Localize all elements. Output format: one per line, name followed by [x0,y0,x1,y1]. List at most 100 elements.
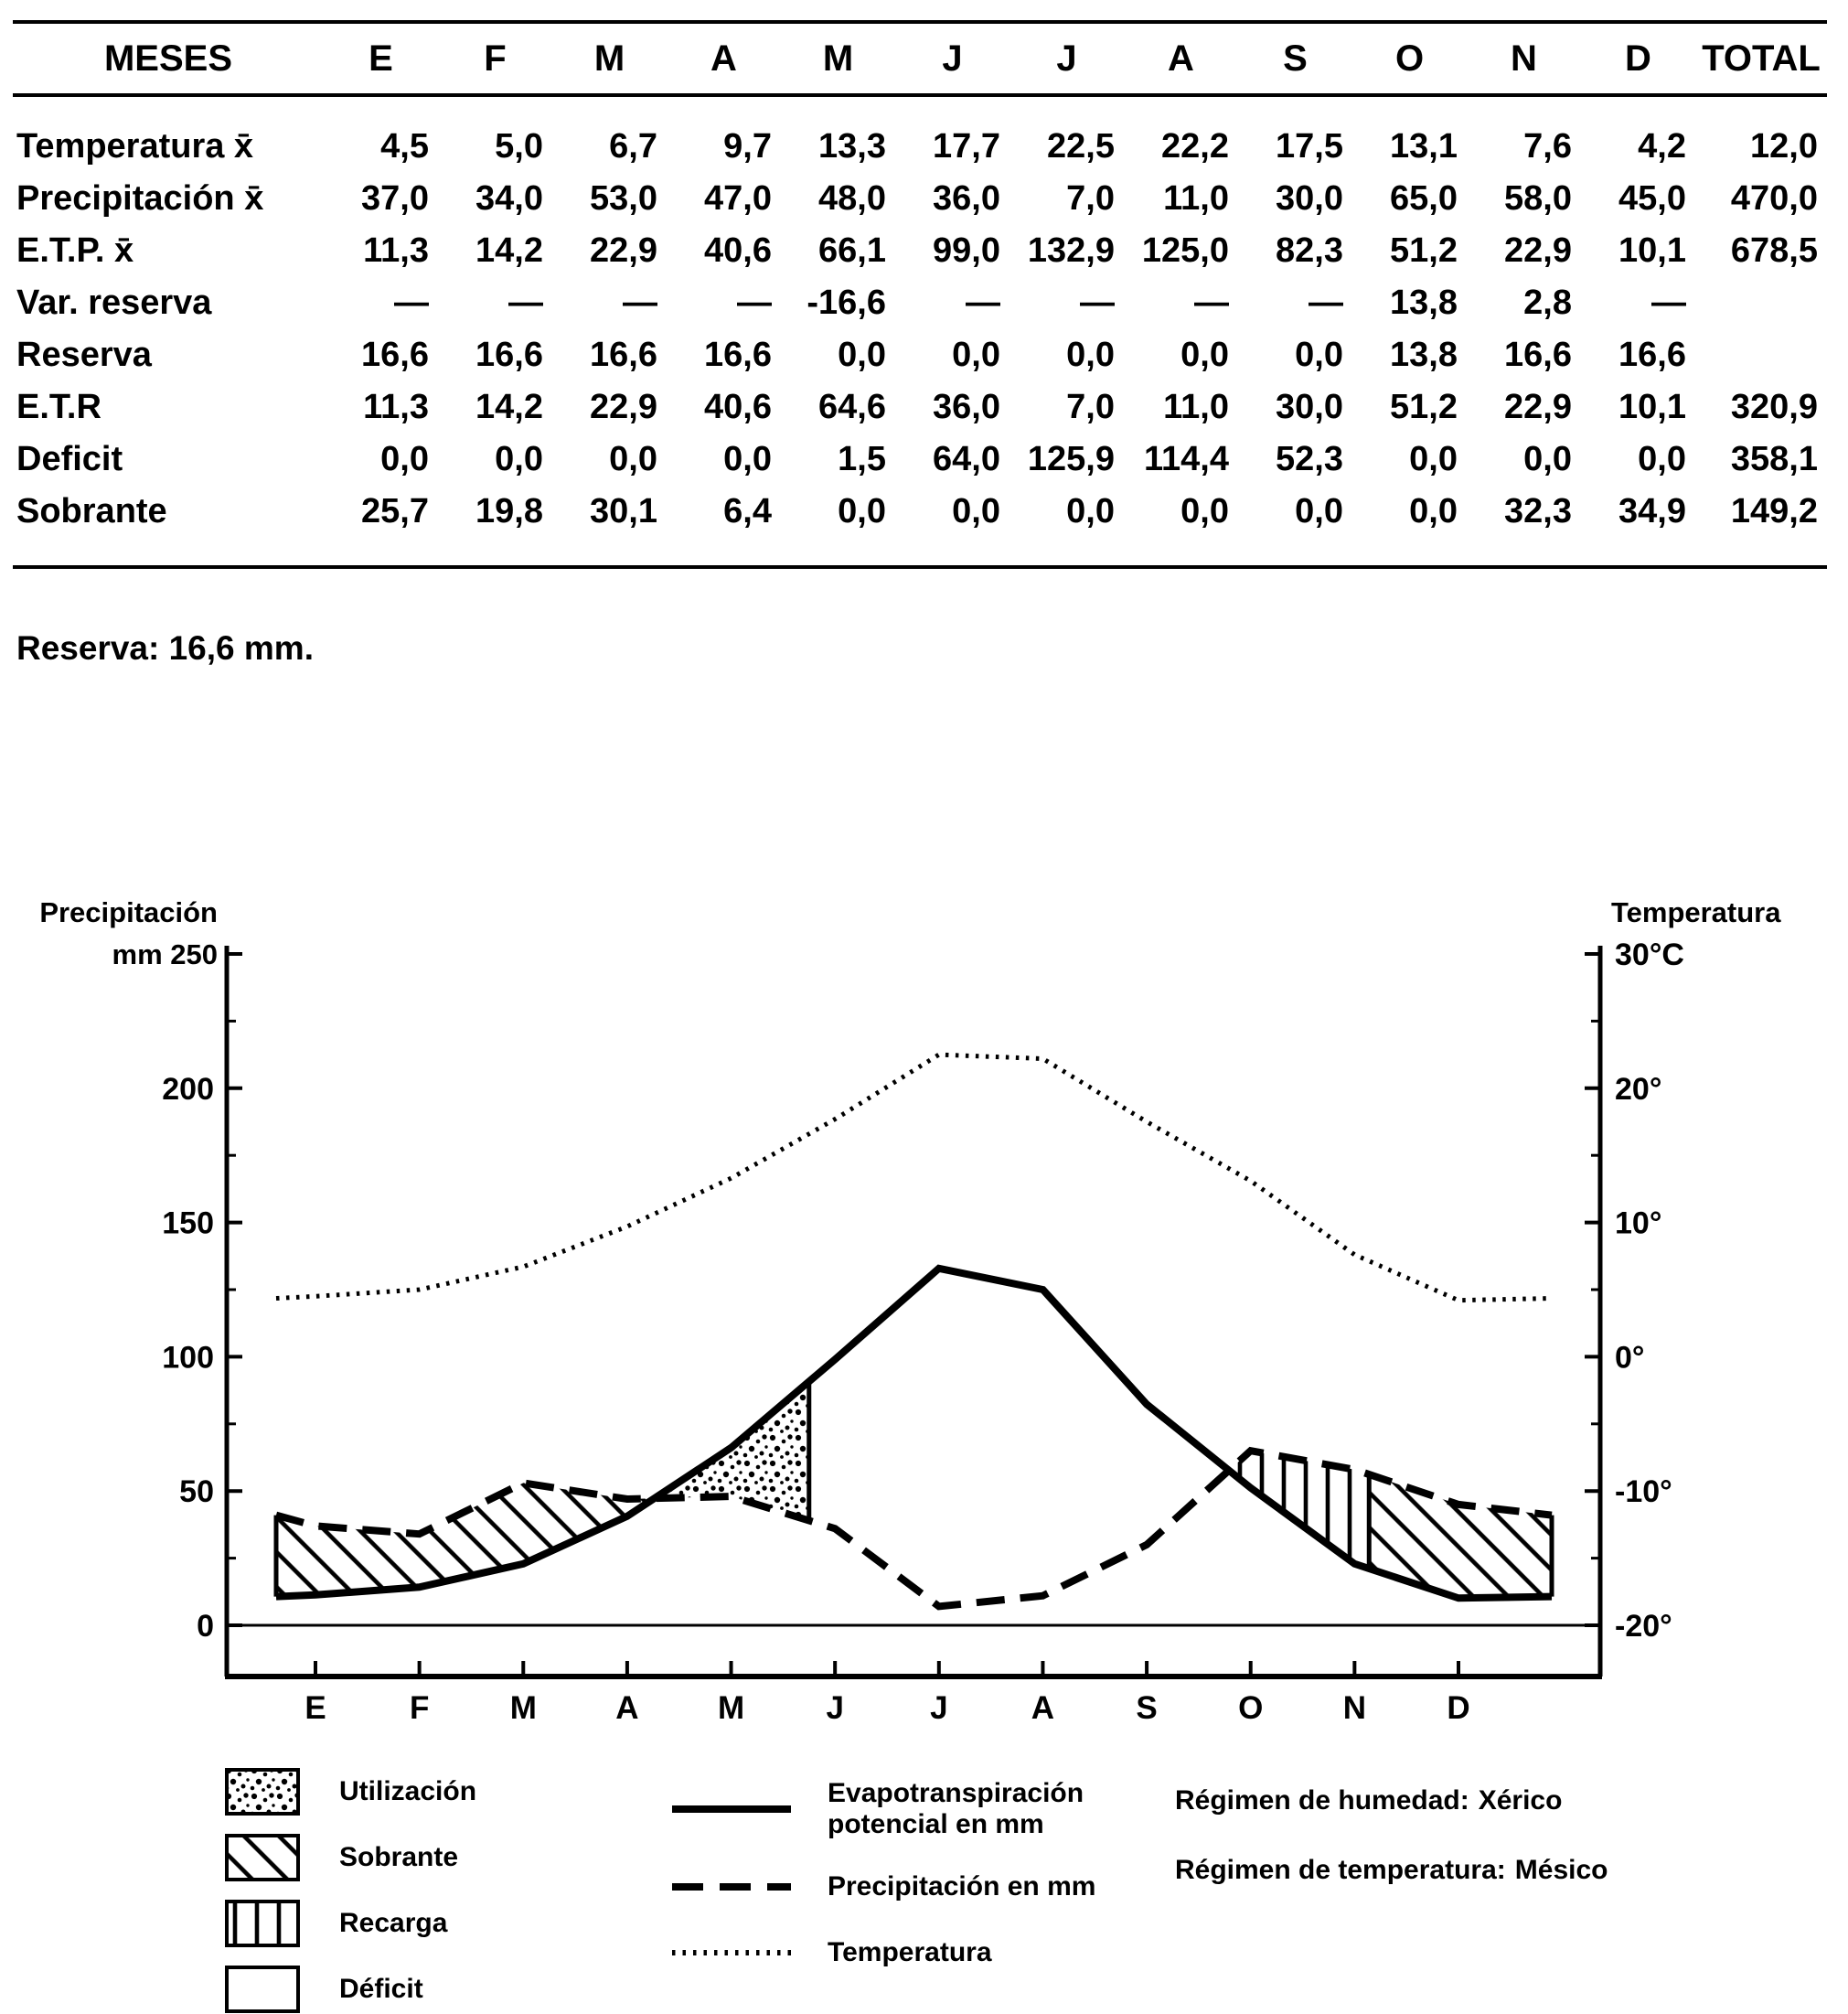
month-label: E [304,1690,326,1726]
legend-area-label: Sobrante [339,1842,459,1873]
table-cell: 16,6 [1618,336,1686,374]
table-cell: — [737,284,772,322]
table-row: Deficit 0,0 0,0 0,0 0,0 1,5 64,0 125,9 114,4 52,3… [13,434,1827,486]
table-cell: 11,0 [1163,388,1229,426]
table-cell: 58,0 [1504,179,1572,218]
column-header: D [1581,22,1695,97]
table-cell: 13,8 [1390,336,1458,374]
left-axis-title: Precipitación [39,896,218,928]
humidity-regime: Régimen de humedad: Xérico [1175,1785,1562,1816]
table-cell: 14,2 [475,388,543,426]
table-cell-total: 358,1 [1730,440,1818,478]
table-cell: 0,0 [495,440,543,478]
table-row: E.T.P. x̄ 11,3 14,2 22,9 40,6 66,1 99,0 132,9 12… [13,225,1827,277]
table-cell: 10,1 [1618,388,1686,426]
table-cell-total: 12,0 [1750,127,1818,166]
legend-area-label: Recarga [339,1908,448,1939]
legend-item-none: Déficit [224,1965,423,2014]
table-cell: 16,6 [704,336,772,374]
table-cell: -16,6 [806,284,886,322]
table-cell: — [1080,284,1115,322]
row-label: E.T.P. x̄ [16,231,134,270]
legend-line-label: Evapotranspiración potencial en mm [828,1778,1084,1839]
row-label: Temperatura x̄ [16,127,254,166]
table-cell: 9,7 [723,127,772,166]
solid-line-icon [672,1805,791,1813]
table-cell-total: 470,0 [1730,179,1818,218]
table-cell: 51,2 [1390,388,1458,426]
none-swatch-icon [225,1966,300,2013]
table-cell: 14,2 [475,231,543,270]
right-tick-label: -20° [1615,1609,1672,1644]
left-axis-unit-max: mm 250 [112,938,218,970]
row-label: E.T.R [16,388,101,426]
utilizacion-area [654,1381,809,1521]
table-cell: 7,6 [1523,127,1572,166]
table-cell: — [623,284,657,322]
table-cell: 36,0 [933,179,1000,218]
column-header: S [1238,22,1352,97]
column-header: O [1352,22,1467,97]
temperature-curve [275,1052,1553,1303]
table-cell: 11,0 [1163,179,1229,218]
table-cell: 16,6 [1504,336,1572,374]
column-header: F [438,22,552,97]
table-cell: 22,9 [590,231,657,270]
table-cell: 40,6 [704,388,772,426]
table-cell: — [394,284,429,322]
table-cell-total: 678,5 [1730,231,1818,270]
humidity-regime-label: Régimen de humedad: [1175,1785,1469,1816]
table-cell-total: 149,2 [1730,492,1818,530]
month-label: M [510,1690,537,1726]
table-cell: 0,0 [1409,492,1458,530]
table-cell: 19,8 [475,492,543,530]
table-cell: 0,0 [1066,336,1115,374]
month-label: J [930,1690,947,1726]
table-cell: 13,3 [818,127,886,166]
table-cell: 0,0 [723,440,772,478]
table-row: E.T.R 11,3 14,2 22,9 40,6 64,6 36,0 7,0 11,0 30,0… [13,381,1827,434]
temperature-regime-label: Régimen de temperatura: [1175,1855,1506,1885]
table-cell: 6,7 [609,127,657,166]
right-tick-label: 10° [1615,1206,1661,1241]
table-cell: 66,1 [818,231,886,270]
precipitation-curve [274,1446,1553,1611]
legend-item-dotted-line: Temperatura [672,1937,1129,1968]
table-cell: 114,4 [1144,440,1229,478]
dashed-line-icon [672,1882,791,1891]
column-header: J [1009,22,1124,97]
legend-item-solid-line: Evapotranspiración potencial en mm [672,1778,1129,1839]
left-tick-label: 0 [197,1609,214,1644]
right-axis-title: Temperatura [1611,896,1781,928]
table-cell: 22,9 [1504,388,1572,426]
table-cell: 0,0 [952,492,1000,530]
table-cell: 51,2 [1390,231,1458,270]
table-cell: 25,7 [361,492,429,530]
table-cell: 30,0 [1276,388,1343,426]
month-label: N [1343,1690,1366,1726]
table-cell: 30,0 [1276,179,1343,218]
column-header: M [552,22,667,97]
legend-line-label: Precipitación en mm [828,1871,1096,1902]
left-tick-label: 50 [179,1474,214,1509]
table-cell: 65,0 [1390,179,1458,218]
table-cell-total [1695,329,1827,381]
month-label: A [1031,1690,1054,1726]
table-cell: 16,6 [361,336,429,374]
table-cell: 37,0 [361,179,429,218]
dotted-line-icon [672,1949,791,1955]
table-cell: 48,0 [818,179,886,218]
right-tick-label: -10° [1615,1474,1672,1509]
stipple-swatch-icon [225,1768,300,1816]
right-tick-label: 20° [1615,1072,1661,1107]
column-header: TOTAL [1695,22,1827,97]
legend-area-label: Déficit [339,1974,423,2005]
column-header: E [324,22,438,97]
table-row: Reserva 16,6 16,6 16,6 16,6 0,0 0,0 0,0 0,0 0,0 13… [13,329,1827,381]
table-cell: 17,7 [933,127,1000,166]
table-cell: 0,0 [1409,440,1458,478]
table-cell: 99,0 [933,231,1000,270]
table-cell: 64,0 [933,440,1000,478]
column-header: M [781,22,895,97]
diagonal-swatch-icon [225,1834,300,1881]
